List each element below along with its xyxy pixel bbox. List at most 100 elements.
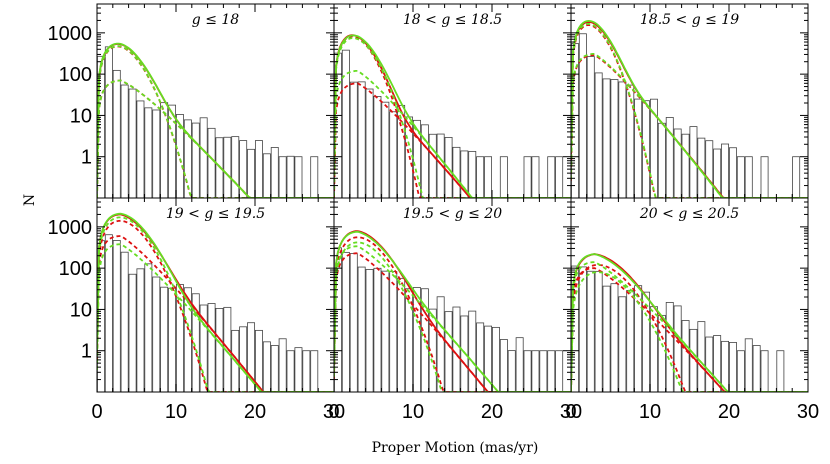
x-tick-label: 10 <box>165 401 187 423</box>
histogram-bar <box>278 156 287 198</box>
histogram-bar <box>776 350 785 392</box>
histogram-bar <box>223 306 232 392</box>
histogram-bar <box>705 336 714 392</box>
histogram-bar <box>373 96 382 198</box>
fit_green-core-curve <box>571 22 808 198</box>
histogram-bar <box>207 303 216 392</box>
histogram-bar <box>223 136 232 198</box>
histogram-bar <box>602 78 611 198</box>
fit_green-core-curve <box>97 216 334 392</box>
histogram-bar <box>175 114 184 198</box>
panel-title: 20 < g ≤ 20.5 <box>639 206 739 222</box>
histogram-bar <box>452 146 461 198</box>
histogram-bar <box>499 339 508 392</box>
histogram-bar <box>752 345 761 392</box>
histogram-bar <box>397 104 406 198</box>
histogram-bar <box>760 350 769 392</box>
histogram-bar <box>610 283 619 392</box>
panel-4: 1 10 100 1000 0 10 20 30 19 < g ≤ 19.5 <box>48 197 345 423</box>
histogram-bar <box>199 117 208 198</box>
histogram-bar <box>555 156 564 198</box>
x-tick-label: 0 <box>328 401 339 423</box>
fit_green-halo-curve <box>334 70 571 198</box>
panel-title: 19.5 < g ≤ 20 <box>403 206 502 222</box>
histogram-bar <box>168 104 177 198</box>
histogram-bar <box>341 49 350 198</box>
x-tick-label: 30 <box>323 401 345 423</box>
fit_red-total-curve <box>97 213 334 392</box>
histogram-bar <box>728 342 737 392</box>
histogram-bar <box>736 350 745 392</box>
y-axis-label: N <box>22 194 38 206</box>
y-tick-label: 1 <box>81 341 92 363</box>
histogram-bar <box>523 156 532 198</box>
histogram-bar <box>531 350 540 392</box>
histogram-bar <box>681 133 690 198</box>
histogram-bar <box>460 150 469 198</box>
histogram-bar <box>657 122 666 198</box>
histogram-bar <box>120 251 129 392</box>
fit_green-total-curve <box>571 253 808 392</box>
histogram-bar <box>460 315 469 392</box>
x-tick-label: 30 <box>797 401 819 423</box>
histogram-bar <box>412 119 421 198</box>
x-tick-label: 20 <box>718 401 740 423</box>
histogram-bar <box>713 148 722 198</box>
histogram-bar <box>254 140 263 198</box>
fit_green-halo-curve <box>97 243 334 392</box>
histogram-bar <box>136 100 145 198</box>
y-tick-label: 1000 <box>48 23 93 45</box>
panel-3: 18.5 < g ≤ 19 <box>570 3 809 199</box>
x-tick-label: 0 <box>91 401 102 423</box>
histogram-bar <box>310 156 319 198</box>
histogram-bar <box>302 350 311 392</box>
histogram-bar <box>539 350 548 392</box>
histogram-bar <box>594 270 603 392</box>
histogram-bar <box>381 270 390 392</box>
histogram-bar <box>144 263 153 392</box>
fit_green-core-curve <box>97 45 334 198</box>
y-tick-label: 10 <box>70 299 92 321</box>
histogram-bar <box>476 322 485 392</box>
histogram-bar <box>357 81 366 198</box>
histogram-bar <box>381 101 390 198</box>
histogram-bar <box>673 305 682 392</box>
histogram-bar <box>310 350 319 392</box>
histogram-bar <box>373 267 382 392</box>
histogram-bar <box>160 102 169 198</box>
histogram-bar <box>397 277 406 392</box>
histogram-bar <box>128 88 137 198</box>
fit_red-total-curve <box>334 230 571 392</box>
panel-title: 19 < g ≤ 19.5 <box>166 206 265 222</box>
histogram-bar <box>721 143 730 198</box>
histogram-bar <box>697 321 706 392</box>
fit_green-total-curve <box>97 212 334 392</box>
x-tick-label: 20 <box>481 401 503 423</box>
histogram-bar <box>436 296 445 392</box>
histogram-bar <box>247 322 256 392</box>
panel-title: 18 < g ≤ 18.5 <box>403 12 502 28</box>
histogram-bar <box>294 156 303 198</box>
histogram-bar <box>736 156 745 198</box>
histogram-bar <box>665 117 674 198</box>
histogram-bar <box>626 84 635 198</box>
histogram-bar <box>618 296 627 392</box>
histogram-bar <box>357 266 366 392</box>
histogram-bar <box>744 338 753 392</box>
fit_green-total-curve <box>571 19 808 198</box>
histogram-bar <box>476 156 485 198</box>
histogram-bar <box>468 150 477 198</box>
histogram-bar <box>215 308 224 392</box>
fit_green-total-curve <box>334 230 571 392</box>
histogram-bar <box>515 337 524 392</box>
histogram-bar <box>136 268 145 392</box>
histogram-bar <box>468 310 477 392</box>
histogram-bar <box>444 311 453 392</box>
fit_green-core-curve <box>334 241 571 392</box>
histogram-bar <box>594 72 603 198</box>
histogram-bar <box>436 133 445 198</box>
histogram-bar <box>207 127 216 198</box>
histogram-bar <box>152 276 161 392</box>
histogram-bar <box>270 147 279 198</box>
